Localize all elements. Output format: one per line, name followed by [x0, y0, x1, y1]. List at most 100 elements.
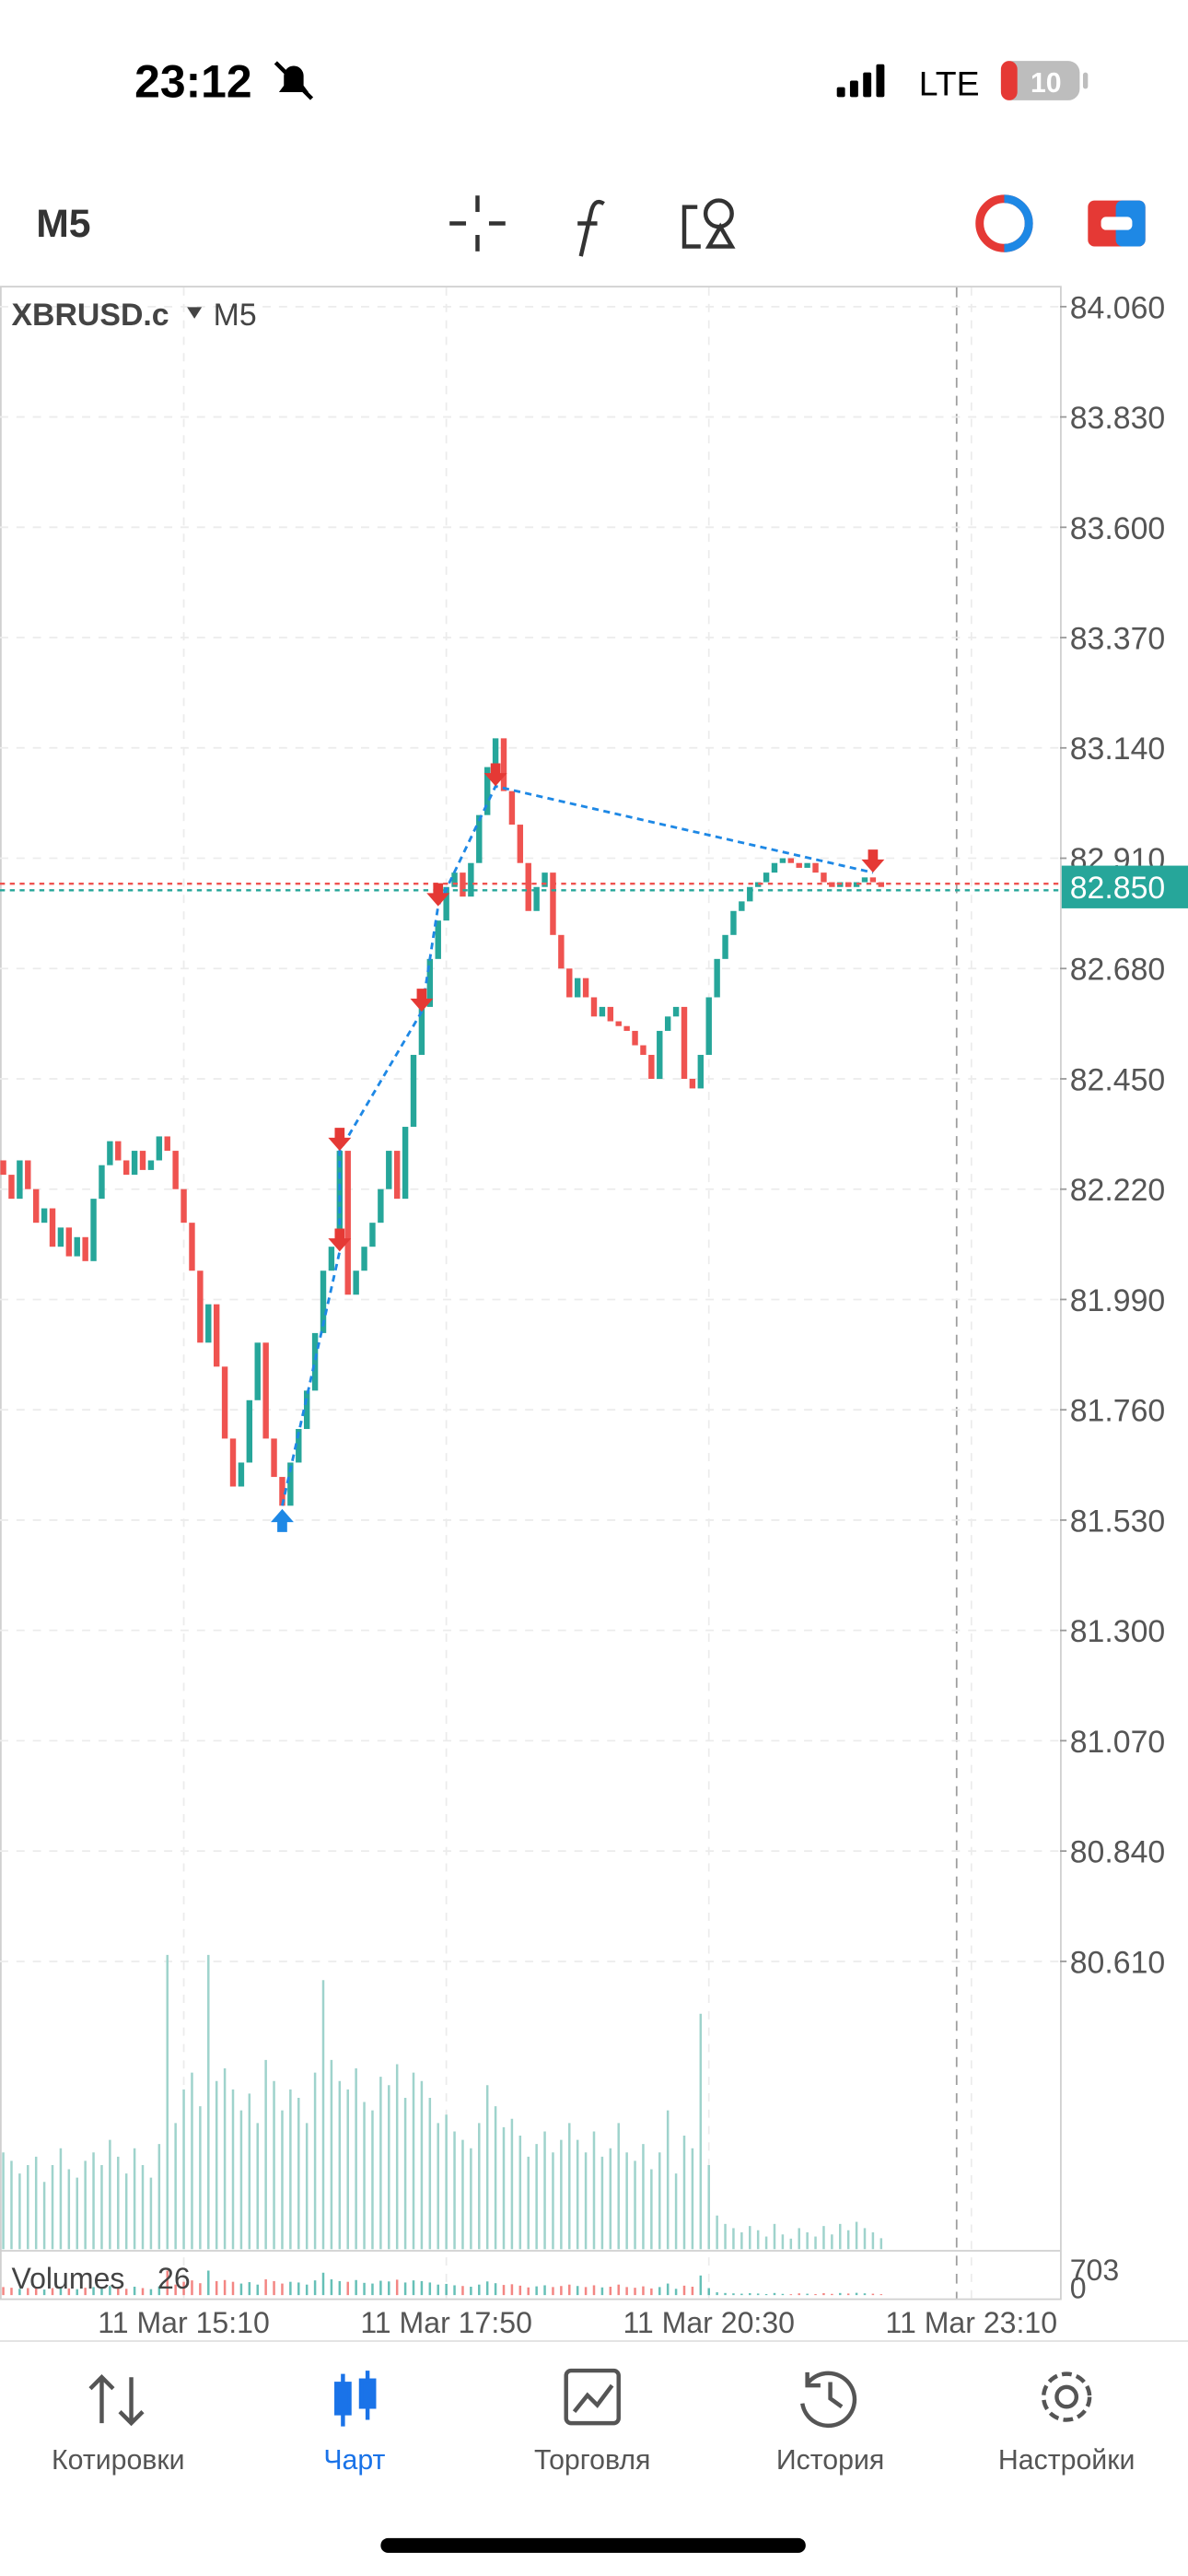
candle-body [328, 1247, 335, 1271]
candle-body [0, 1160, 6, 1176]
candle-body [57, 1227, 64, 1247]
candle-body [147, 1160, 155, 1170]
nav-label[interactable]: Настройки [998, 2445, 1135, 2476]
candle-body [435, 920, 441, 959]
x-tick-label: 11 Mar 20:30 [623, 2306, 795, 2339]
candle-body [32, 1188, 40, 1224]
y-tick-label: 81.300 [1070, 1614, 1166, 1649]
candle-body [181, 1188, 187, 1224]
y-tick-label: 82.450 [1070, 1062, 1166, 1097]
one-click-button[interactable] [1088, 200, 1146, 247]
y-tick-label: 81.990 [1070, 1283, 1166, 1318]
timeframe-button[interactable]: M5 [36, 202, 90, 246]
trade-signal-button[interactable] [975, 194, 1033, 252]
candle-body [361, 1247, 367, 1271]
candle-body [689, 1078, 696, 1089]
candle-body [99, 1165, 105, 1200]
symbol-dropdown-caret[interactable] [187, 307, 203, 319]
nav-label[interactable]: История [776, 2445, 884, 2476]
candle-body [164, 1136, 170, 1152]
trade-icon[interactable] [564, 2368, 621, 2426]
candle-body [812, 862, 819, 873]
sell-arrow [410, 989, 434, 1013]
nav-label[interactable]: Чарт [323, 2445, 385, 2476]
y-tick-label: 82.220 [1070, 1173, 1166, 1208]
candle-body [492, 738, 499, 767]
candle-body [722, 934, 728, 959]
y-tick-label: 82.680 [1070, 953, 1166, 988]
candle-body [615, 1021, 622, 1026]
nav-label[interactable]: Торговля [534, 2445, 651, 2476]
volume-tick-label: 0 [1070, 2272, 1087, 2305]
candle-body [262, 1342, 269, 1439]
candle-body [861, 877, 868, 883]
candle-body [821, 872, 827, 883]
candle-body [65, 1227, 73, 1257]
candle-body [378, 1188, 384, 1224]
candle-body [418, 1006, 425, 1055]
candle-body [205, 1304, 212, 1343]
candle-body [550, 872, 556, 935]
candle-body [599, 1006, 606, 1017]
quotes-icon[interactable] [88, 2374, 145, 2427]
candle-body [311, 1332, 319, 1391]
candle-body [632, 1030, 638, 1046]
candle-body [17, 1160, 23, 1200]
candle-body [296, 1429, 302, 1463]
volumes-last: 26 [157, 2262, 191, 2295]
candle-body [804, 862, 810, 868]
y-tick-label: 84.060 [1070, 290, 1166, 325]
candle-body [369, 1223, 376, 1247]
candle-body [246, 1399, 253, 1463]
candle-body [279, 1477, 285, 1506]
candle-body [49, 1208, 56, 1247]
candle-body [271, 1438, 277, 1478]
candle-body [697, 1054, 705, 1089]
candle-body [681, 1006, 688, 1079]
candle-body [623, 1025, 630, 1031]
candle-body [664, 1016, 671, 1031]
candle-body [393, 1151, 401, 1200]
y-tick-label: 80.840 [1070, 1835, 1166, 1870]
candle-body [542, 872, 548, 887]
candle-body [558, 934, 565, 969]
candle-body [771, 862, 778, 873]
trade-path [281, 784, 874, 1506]
indicators-button[interactable] [577, 199, 605, 257]
candle-body [122, 1160, 130, 1176]
candle-body [197, 1270, 204, 1343]
candle-body [705, 997, 712, 1055]
sell-arrow [328, 1228, 352, 1252]
battery-label: 10 [1031, 68, 1062, 99]
candle-body [139, 1151, 146, 1170]
candle-body [500, 738, 507, 791]
home-indicator [380, 2537, 806, 2553]
candle-body [517, 825, 524, 863]
candle-body [869, 877, 877, 883]
nav-label[interactable]: Котировки [52, 2445, 185, 2476]
candle-body [213, 1304, 220, 1367]
y-tick-label: 83.140 [1070, 732, 1166, 767]
status-time: 23:12 [134, 55, 252, 107]
candle-body [189, 1223, 195, 1271]
y-tick-label: 81.530 [1070, 1504, 1166, 1539]
settings-icon[interactable] [1041, 2371, 1092, 2422]
history-icon[interactable] [800, 2371, 857, 2429]
candle-body [483, 767, 491, 815]
candle-body [238, 1462, 245, 1487]
candle-body [796, 862, 802, 868]
objects-button[interactable] [681, 198, 736, 249]
candle-body [714, 958, 720, 998]
x-tick-label: 11 Mar 23:10 [886, 2306, 1058, 2339]
chart-timeframe: M5 [214, 298, 257, 333]
candle-body [344, 1151, 351, 1295]
candle-body [386, 1151, 392, 1189]
candle-body [566, 968, 573, 998]
candle-body [303, 1390, 310, 1430]
crosshair-button[interactable] [449, 195, 506, 252]
candle-body [739, 901, 745, 911]
chart-icon[interactable] [334, 2371, 377, 2427]
candle-body [74, 1236, 80, 1257]
candle-body [107, 1141, 113, 1165]
y-tick-label: 81.760 [1070, 1394, 1166, 1429]
